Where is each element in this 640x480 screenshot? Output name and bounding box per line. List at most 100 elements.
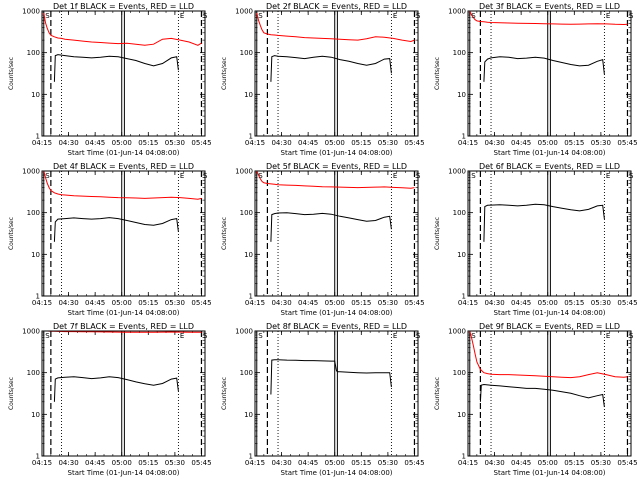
x-axis-label: Start Time (01-Jun-14 04:08:00) bbox=[68, 149, 180, 157]
x-axis-label: Start Time (01-Jun-14 04:08:00) bbox=[68, 469, 180, 477]
x-tick-label: 05:00 bbox=[112, 139, 132, 147]
x-axis-label: Start Time (01-Jun-14 04:08:00) bbox=[494, 309, 606, 317]
x-tick-label: 05:30 bbox=[378, 459, 398, 467]
x-tick-label: 05:15 bbox=[564, 299, 584, 307]
x-tick-label: 04:45 bbox=[85, 139, 105, 147]
y-tick-label: 1000 bbox=[22, 168, 40, 176]
x-tick-label: 04:45 bbox=[85, 459, 105, 467]
chart-title: Det 9f BLACK = Events, RED = LLD bbox=[479, 322, 620, 331]
chart-panel-7: Det 7f BLACK = Events, RED = LLD 1 10 100 10… bbox=[8, 322, 212, 477]
y-tick-label: 100 bbox=[27, 49, 40, 57]
x-tick-label: 05:00 bbox=[325, 299, 345, 307]
plot-area bbox=[43, 11, 203, 136]
y-tick-label: 100 bbox=[240, 209, 253, 217]
x-tick-label: 04:15 bbox=[32, 459, 52, 467]
x-tick-label: 05:45 bbox=[617, 299, 637, 307]
plot-area bbox=[469, 171, 629, 296]
x-tick-label: 04:30 bbox=[484, 139, 504, 147]
x-tick-label: 05:00 bbox=[538, 459, 558, 467]
lld-series-line bbox=[256, 171, 415, 189]
x-tick-label: 05:45 bbox=[617, 459, 637, 467]
x-tick-label: 05:30 bbox=[591, 139, 611, 147]
x-tick-label: 05:00 bbox=[325, 139, 345, 147]
chart-panel-4: Det 4f BLACK = Events, RED = LLD 1 10 100 10… bbox=[8, 162, 212, 317]
x-tick-label: 04:15 bbox=[245, 299, 265, 307]
plot-frame bbox=[467, 10, 632, 137]
x-tick-label: 05:45 bbox=[404, 459, 424, 467]
y-tick-label: 10 bbox=[244, 411, 253, 419]
plot-frame bbox=[467, 170, 632, 297]
y-tick-label: 1000 bbox=[235, 8, 253, 16]
x-tick-label: 04:15 bbox=[32, 139, 52, 147]
x-tick-label: 04:45 bbox=[298, 299, 318, 307]
y-axis-label: Counts/sec bbox=[434, 217, 441, 250]
plot-frame bbox=[254, 330, 419, 457]
plot-frame bbox=[254, 10, 419, 137]
x-tick-label: 05:15 bbox=[564, 139, 584, 147]
y-tick-label: 1000 bbox=[22, 328, 40, 336]
y-tick-label: 10 bbox=[457, 411, 466, 419]
x-tick-label: 04:15 bbox=[458, 459, 478, 467]
event-marker-label: S bbox=[258, 332, 263, 340]
plot-area bbox=[256, 331, 416, 456]
x-axis-label: Start Time (01-Jun-14 04:08:00) bbox=[494, 469, 606, 477]
y-tick-label: 1000 bbox=[235, 328, 253, 336]
event-marker-label: E bbox=[180, 12, 184, 20]
y-tick-label: 100 bbox=[453, 369, 466, 377]
lld-series-line bbox=[469, 11, 628, 26]
event-marker-label: E bbox=[606, 12, 610, 20]
x-tick-label: 05:45 bbox=[191, 459, 211, 467]
lld-series-line bbox=[43, 171, 202, 200]
x-axis-label: Start Time (01-Jun-14 04:08:00) bbox=[68, 309, 180, 317]
x-tick-label: 05:00 bbox=[325, 459, 345, 467]
y-axis-label: Counts/sec bbox=[8, 57, 15, 90]
y-tick-label: 10 bbox=[457, 251, 466, 259]
x-tick-label: 05:15 bbox=[138, 459, 158, 467]
x-tick-label: 04:45 bbox=[511, 299, 531, 307]
events-series-line bbox=[270, 359, 392, 395]
chart-panel-6: Det 6f BLACK = Events, RED = LLD 1 10 100 10… bbox=[434, 162, 638, 317]
event-marker-label: S bbox=[258, 12, 263, 20]
y-tick-label: 1000 bbox=[448, 168, 466, 176]
x-tick-label: 04:15 bbox=[245, 139, 265, 147]
x-tick-label: 05:45 bbox=[404, 139, 424, 147]
x-tick-label: 05:15 bbox=[351, 459, 371, 467]
y-tick-label: 1 bbox=[36, 293, 40, 301]
x-tick-label: 05:15 bbox=[351, 139, 371, 147]
lld-series-line bbox=[469, 331, 628, 379]
x-tick-label: 04:15 bbox=[458, 299, 478, 307]
x-tick-label: 05:15 bbox=[138, 139, 158, 147]
x-tick-label: 04:15 bbox=[245, 459, 265, 467]
event-marker-label: S bbox=[471, 12, 476, 20]
y-tick-label: 1 bbox=[249, 293, 253, 301]
chart-title: Det 5f BLACK = Events, RED = LLD bbox=[266, 162, 407, 171]
events-series-line bbox=[53, 376, 179, 402]
plot-area bbox=[256, 171, 416, 296]
x-tick-label: 04:15 bbox=[32, 299, 52, 307]
event-marker-label: S bbox=[258, 172, 263, 180]
events-series-line bbox=[270, 212, 392, 242]
y-tick-label: 100 bbox=[240, 49, 253, 57]
event-marker-label: E bbox=[393, 332, 397, 340]
event-marker-label: S bbox=[45, 172, 50, 180]
y-axis-label: Counts/sec bbox=[221, 57, 228, 90]
y-tick-label: 100 bbox=[453, 209, 466, 217]
events-series-line bbox=[479, 383, 605, 408]
x-tick-label: 05:45 bbox=[404, 299, 424, 307]
x-tick-label: 04:30 bbox=[58, 139, 78, 147]
plot-frame bbox=[254, 170, 419, 297]
events-series-line bbox=[53, 217, 179, 242]
lld-series-line bbox=[256, 12, 415, 43]
y-tick-label: 10 bbox=[457, 91, 466, 99]
x-tick-label: 04:30 bbox=[58, 459, 78, 467]
y-tick-label: 1 bbox=[249, 133, 253, 141]
event-marker-label: S bbox=[45, 332, 50, 340]
x-tick-label: 05:45 bbox=[191, 299, 211, 307]
chart-panel-3: Det 3f BLACK = Events, RED = LLD 1 10 100 10… bbox=[434, 2, 638, 157]
chart-title: Det 7f BLACK = Events, RED = LLD bbox=[53, 322, 194, 331]
x-tick-label: 05:30 bbox=[165, 459, 185, 467]
chart-panel-8: Det 8f BLACK = Events, RED = LLD 1 10 100 10… bbox=[221, 322, 425, 477]
y-tick-label: 100 bbox=[240, 369, 253, 377]
chart-panel-1: Det 1f BLACK = Events, RED = LLD 1 10 100 10… bbox=[8, 2, 212, 157]
x-tick-label: 04:30 bbox=[58, 299, 78, 307]
